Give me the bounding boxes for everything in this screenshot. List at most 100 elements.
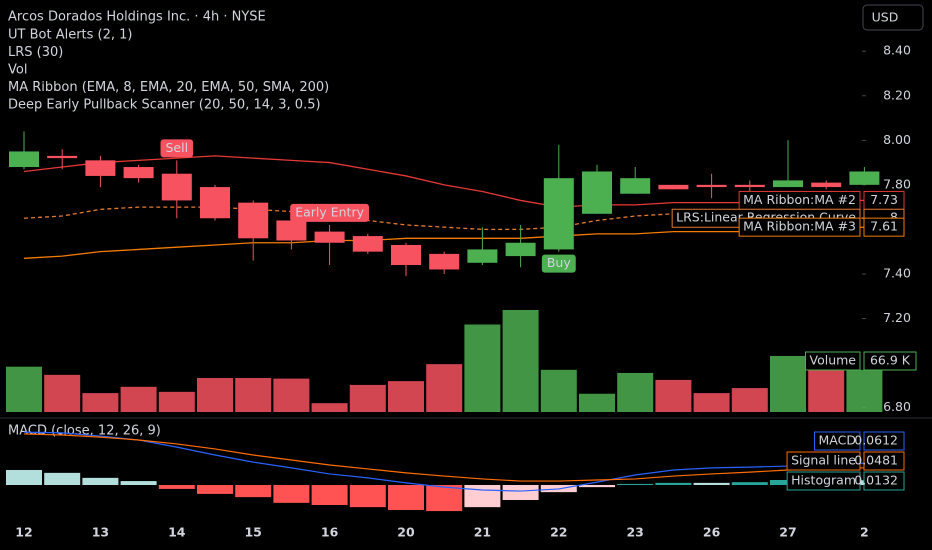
signal-bubble xyxy=(290,203,370,222)
volume-bar xyxy=(44,374,81,412)
volume-bar xyxy=(349,384,386,412)
histogram-bar xyxy=(273,485,310,503)
currency-label[interactable]: USD xyxy=(872,10,899,25)
macd-tag-name: MACD xyxy=(819,433,856,448)
price-tag-value: 8 xyxy=(890,210,898,225)
indicator-legend: LRS (30) xyxy=(8,45,63,60)
histogram-bar xyxy=(502,485,539,500)
x-tick-label: 20 xyxy=(397,525,415,540)
histogram-bar xyxy=(464,485,501,508)
x-tick-label: 23 xyxy=(626,525,643,540)
macd-tag-box xyxy=(786,451,861,471)
volume-bar xyxy=(770,355,806,412)
y-tick-label: 8.00 xyxy=(883,132,911,147)
indicator-legend: Deep Early Pullback Scanner (20, 50, 14,… xyxy=(8,98,321,113)
volume-tag-box xyxy=(805,351,861,371)
macd-line xyxy=(23,431,865,492)
volume-bar xyxy=(540,369,577,412)
candle-body xyxy=(811,182,842,188)
volume-bar xyxy=(617,372,654,412)
x-tick-label: 27 xyxy=(779,525,796,540)
signal-label: Sell xyxy=(166,140,189,155)
histogram-tag-box xyxy=(786,471,861,491)
signal-label: Early Entry xyxy=(295,204,364,219)
overlay-line xyxy=(23,155,865,208)
candle-body xyxy=(352,236,383,252)
candle-body xyxy=(123,167,154,179)
volume-bar xyxy=(82,393,119,412)
volume-bar xyxy=(579,393,615,412)
x-tick-label: 16 xyxy=(321,525,339,540)
histogram-bar xyxy=(6,470,42,485)
x-tick-label: 2 xyxy=(860,525,869,540)
x-tick-label: 26 xyxy=(703,525,721,540)
macd-line xyxy=(23,433,865,482)
price-tag-box xyxy=(738,217,861,237)
signal-bubble xyxy=(160,139,194,158)
histogram-bar xyxy=(197,485,233,494)
candle-body xyxy=(696,184,727,188)
x-tick-label: 22 xyxy=(550,525,567,540)
x-tick-label: 12 xyxy=(15,525,32,540)
overlay-line xyxy=(23,226,865,259)
candle-body xyxy=(773,180,803,188)
indicator-legend: MA Ribbon (EMA, 8, EMA, 20, EMA, 50, SMA… xyxy=(8,80,329,95)
price-tag-value: 7.61 xyxy=(870,219,898,234)
candle-body xyxy=(200,187,230,219)
volume-bar xyxy=(388,381,424,412)
signal-bubble xyxy=(541,254,576,273)
chart-title: Arcos Dorados Holdings Inc. · 4h · NYSE xyxy=(8,10,266,25)
volume-bar xyxy=(235,378,272,412)
x-tick-label: 21 xyxy=(474,525,491,540)
volume-bar xyxy=(197,378,233,412)
volume-bar xyxy=(6,366,42,412)
histogram-bar xyxy=(617,483,654,485)
candle-body xyxy=(391,244,421,266)
macd-tag-value-box xyxy=(863,451,905,471)
volume-bar xyxy=(158,391,195,412)
volume-bar xyxy=(273,378,310,412)
candle-body xyxy=(505,242,536,257)
candle-body xyxy=(9,151,39,168)
histogram-bar xyxy=(158,485,195,489)
volume-bar xyxy=(464,324,501,412)
candle-body xyxy=(47,155,78,159)
macd-tag-box xyxy=(814,431,861,451)
volume-value: 66.9 K xyxy=(870,353,911,368)
histogram-tag-name: Histogram xyxy=(791,473,856,488)
macd-tag-value: 0.0481 xyxy=(854,453,898,468)
volume-bar xyxy=(502,310,539,412)
macd-tag-value-box xyxy=(863,431,905,451)
candle-body xyxy=(543,178,574,250)
histogram-bar xyxy=(44,472,81,485)
histogram-bar xyxy=(120,481,157,485)
y-tick-label: 7.40 xyxy=(883,265,911,280)
indicator-legend: UT Bot Alerts (2, 1) xyxy=(8,28,133,43)
histogram-bar xyxy=(693,482,730,485)
candle-body xyxy=(849,171,880,185)
volume-bar xyxy=(655,379,692,412)
candle-body xyxy=(276,220,307,241)
histogram-bar xyxy=(311,485,348,505)
volume-bar xyxy=(693,393,730,412)
volume-value-box xyxy=(863,351,917,371)
volume-bar xyxy=(846,369,883,412)
histogram-bar xyxy=(388,485,424,510)
candle-body xyxy=(582,171,612,214)
x-tick-label: 14 xyxy=(168,525,186,540)
price-tag-name: MA Ribbon:MA #3 xyxy=(743,219,856,234)
histogram-tag-value: 0.0132 xyxy=(854,473,898,488)
currency-button[interactable] xyxy=(862,4,924,31)
x-tick-label: 13 xyxy=(92,525,109,540)
histogram-bar xyxy=(579,485,615,488)
y-tick-label: 8.20 xyxy=(883,87,911,102)
candle-body xyxy=(238,202,269,239)
candle-body xyxy=(467,249,498,263)
y-tick-label: 7.80 xyxy=(883,176,911,191)
y-tick-label: 8.40 xyxy=(883,43,911,58)
price-tag-name: MA Ribbon:MA #2 xyxy=(743,192,856,207)
candle-body xyxy=(161,173,192,201)
